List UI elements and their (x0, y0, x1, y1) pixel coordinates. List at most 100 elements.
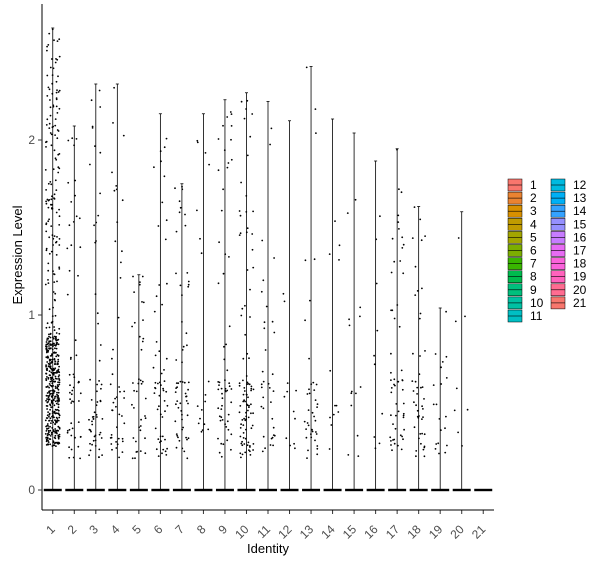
data-point (221, 397, 224, 400)
data-point (396, 148, 398, 151)
data-point (200, 430, 203, 433)
data-point (50, 133, 53, 136)
data-point (175, 272, 177, 275)
data-point (131, 325, 134, 328)
data-point (56, 370, 59, 372)
data-point (262, 380, 265, 383)
violin-group-17 (388, 148, 407, 492)
data-point (95, 413, 98, 416)
data-point (217, 282, 220, 285)
data-point (390, 379, 392, 381)
data-point (397, 380, 400, 383)
data-point (186, 272, 189, 274)
violin-group-10 (237, 92, 256, 492)
data-point (144, 437, 146, 440)
data-point (69, 358, 72, 360)
legend-label-5: 5 (530, 230, 537, 244)
data-point (178, 211, 181, 214)
data-point (239, 435, 242, 438)
violin-base-8 (194, 488, 213, 492)
data-point (222, 188, 225, 191)
data-point (308, 357, 310, 360)
data-point (48, 236, 51, 239)
data-point (165, 454, 168, 456)
data-point (375, 282, 378, 285)
data-point (227, 428, 230, 431)
data-point (48, 413, 51, 416)
data-point (47, 396, 50, 399)
data-point (49, 114, 52, 117)
data-point (66, 293, 69, 296)
data-point (49, 132, 52, 134)
data-point (401, 379, 404, 382)
data-point (47, 378, 50, 380)
data-point (182, 345, 185, 348)
data-point (244, 437, 247, 440)
data-point (45, 437, 47, 439)
data-point (416, 290, 419, 292)
x-tick-label-4: 4 (108, 522, 123, 537)
data-point (181, 418, 183, 421)
data-point (72, 400, 75, 403)
data-point (91, 443, 93, 446)
data-point (55, 98, 58, 101)
data-point (132, 275, 134, 278)
data-point (243, 117, 246, 120)
data-point (416, 415, 419, 418)
violin-group-13 (302, 66, 321, 492)
data-point (309, 299, 311, 302)
data-point (396, 304, 399, 306)
data-point (45, 343, 48, 346)
data-point (245, 415, 248, 418)
data-point (252, 266, 255, 269)
data-point (230, 158, 233, 161)
data-point (159, 441, 161, 444)
data-point (140, 418, 143, 421)
data-point (66, 431, 69, 434)
data-point (55, 429, 58, 432)
data-point (48, 374, 51, 377)
data-point (228, 382, 231, 385)
data-point (455, 387, 458, 390)
data-point (329, 416, 331, 419)
data-point (244, 333, 247, 336)
data-point (315, 431, 317, 433)
violin-group-3 (86, 83, 105, 492)
data-point (144, 415, 146, 417)
data-point (153, 310, 156, 313)
x-axis: 1 2 3 4 5 6 7 8 9 10 11 12 13 14 15 16 17 18 19 20 21 (42, 509, 494, 542)
data-point (294, 417, 296, 420)
data-point (55, 441, 58, 444)
data-point (220, 455, 223, 458)
data-point (51, 234, 54, 237)
data-point (248, 406, 250, 409)
data-point (45, 440, 48, 443)
data-point (66, 247, 69, 250)
data-point (49, 425, 51, 428)
data-point (390, 352, 392, 355)
x-tick-label-5: 5 (129, 522, 144, 537)
data-point (245, 411, 247, 414)
data-point (414, 265, 417, 268)
data-point (49, 403, 51, 406)
data-point (161, 416, 164, 418)
data-point (47, 342, 50, 345)
data-point (53, 351, 56, 354)
data-point (402, 402, 405, 405)
data-point (208, 163, 211, 166)
data-point (52, 337, 55, 340)
data-point (316, 403, 319, 405)
data-point (375, 238, 378, 241)
data-point (399, 260, 402, 262)
data-point (57, 403, 60, 406)
violin-group-14 (323, 118, 342, 492)
data-point (98, 448, 101, 451)
data-point (160, 372, 163, 375)
data-point (250, 387, 253, 390)
data-point (272, 444, 274, 447)
data-point (228, 325, 231, 328)
data-point (71, 137, 74, 140)
data-point (46, 414, 49, 417)
data-point (46, 405, 49, 407)
data-point (101, 418, 104, 420)
